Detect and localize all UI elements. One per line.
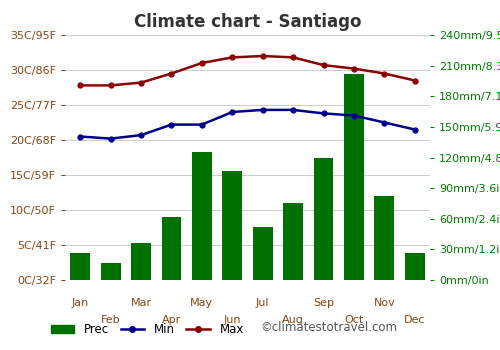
Bar (222, 171, 242, 280)
Text: Dec: Dec (404, 315, 425, 325)
Bar (70, 253, 90, 280)
Text: Apr: Apr (162, 315, 181, 325)
Text: Oct: Oct (344, 315, 364, 325)
Text: Jun: Jun (224, 315, 241, 325)
Bar (314, 158, 334, 280)
Text: Mar: Mar (130, 298, 152, 308)
Bar (100, 262, 120, 280)
Text: Feb: Feb (101, 315, 120, 325)
Bar (344, 74, 364, 280)
Bar (253, 227, 272, 280)
Bar (283, 203, 303, 280)
Bar (192, 152, 212, 280)
Text: Sep: Sep (313, 298, 334, 308)
Legend: Prec, Min, Max: Prec, Min, Max (46, 318, 248, 341)
Text: Aug: Aug (282, 315, 304, 325)
Bar (131, 243, 151, 280)
Text: Jan: Jan (72, 298, 89, 308)
Title: Climate chart - Santiago: Climate chart - Santiago (134, 13, 361, 31)
Text: May: May (190, 298, 214, 308)
Text: Nov: Nov (374, 298, 395, 308)
Bar (162, 217, 182, 280)
Bar (405, 253, 424, 280)
Text: ©climatestotravel.com: ©climatestotravel.com (260, 321, 397, 334)
Bar (374, 196, 394, 280)
Text: Jul: Jul (256, 298, 270, 308)
